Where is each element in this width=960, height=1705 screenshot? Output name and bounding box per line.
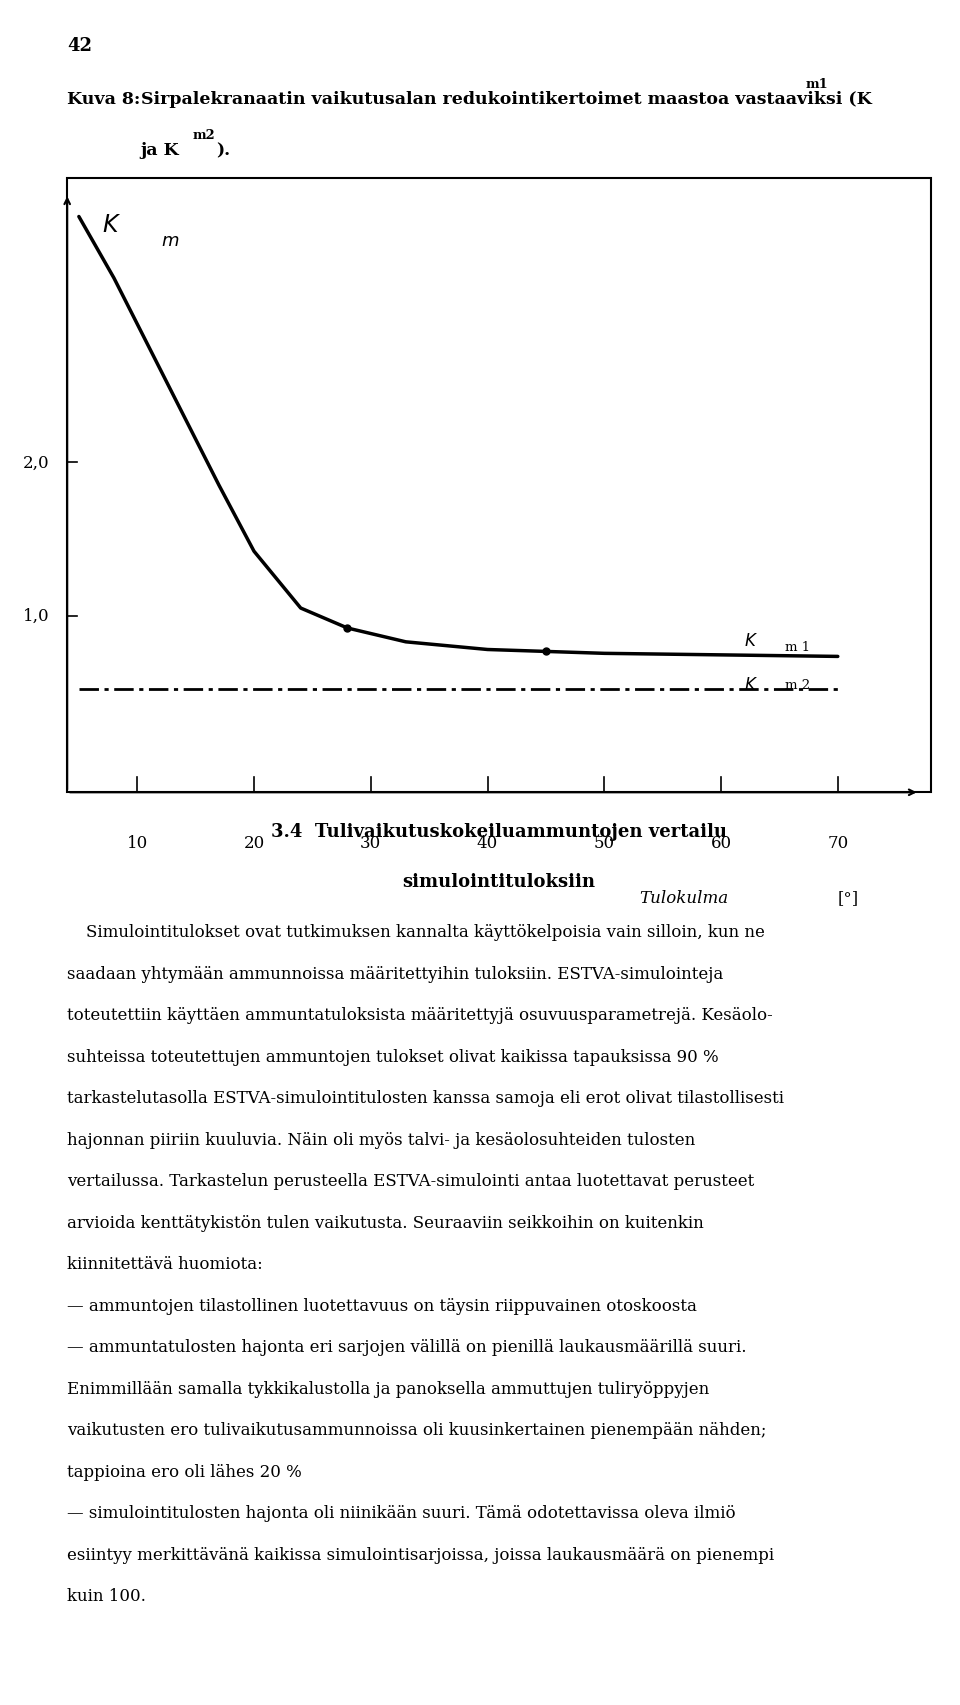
Text: simulointituloksiin: simulointituloksiin [402,871,596,890]
Text: — ammuntatulosten hajonta eri sarjojen välillä on pienillä laukausmäärillä suuri: — ammuntatulosten hajonta eri sarjojen v… [67,1338,747,1355]
Text: suhteissa toteutettujen ammuntojen tulokset olivat kaikissa tapauksissa 90 %: suhteissa toteutettujen ammuntojen tulok… [67,1049,719,1066]
Text: ).: ). [216,143,230,159]
Text: 20: 20 [244,834,265,851]
Text: 50: 50 [593,834,614,851]
Text: 10: 10 [127,834,148,851]
Text: saadaan yhtymään ammunnoissa määritettyihin tuloksiin. ESTVA-simulointeja: saadaan yhtymään ammunnoissa määritettyi… [67,965,724,982]
Text: $K$: $K$ [744,633,758,650]
Text: 40: 40 [477,834,498,851]
Text: hajonnan piiriin kuuluvia. Näin oli myös talvi- ja kesäolosuhteiden tulosten: hajonnan piiriin kuuluvia. Näin oli myös… [67,1130,695,1147]
Text: 42: 42 [67,38,92,55]
Text: tappioina ero oli lähes 20 %: tappioina ero oli lähes 20 % [67,1463,302,1480]
Text: toteutettiin käyttäen ammuntatuloksista määritettyjä osuvuusparametrejä. Kesäolo: toteutettiin käyttäen ammuntatuloksista … [67,1006,773,1023]
Text: 30: 30 [360,834,381,851]
Text: $K$: $K$ [102,213,121,237]
Text: [°]: [°] [838,890,859,907]
Text: kiinnitettävä huomiota:: kiinnitettävä huomiota: [67,1255,263,1272]
Text: esiintyy merkittävänä kaikissa simulointisarjoissa, joissa laukausmäärä on piene: esiintyy merkittävänä kaikissa simuloint… [67,1546,775,1563]
Text: — simulointitulosten hajonta oli niinikään suuri. Tämä odotettavissa oleva ilmiö: — simulointitulosten hajonta oli niinikä… [67,1504,735,1521]
Text: Simulointitulokset ovat tutkimuksen kannalta käyttökelpoisia vain silloin, kun n: Simulointitulokset ovat tutkimuksen kann… [86,924,765,941]
Text: m2: m2 [192,130,215,143]
Text: m 2: m 2 [785,679,810,692]
Text: Sirpalekranaatin vaikutusalan redukointikertoimet maastoa vastaaviksi (K: Sirpalekranaatin vaikutusalan redukointi… [140,90,872,107]
Text: tarkastelutasolla ESTVA-simulointitulosten kanssa samoja eli erot olivat tilasto: tarkastelutasolla ESTVA-simulointitulost… [67,1089,784,1107]
Text: m1: m1 [805,78,828,90]
Text: kuin 100.: kuin 100. [67,1587,146,1604]
Text: 2,0: 2,0 [23,455,50,471]
Text: vertailussa. Tarkastelun perusteella ESTVA-simulointi antaa luotettavat perustee: vertailussa. Tarkastelun perusteella EST… [67,1173,755,1190]
Text: ja K: ja K [140,143,180,159]
Text: Enimmillään samalla tykkikalustolla ja panoksella ammuttujen tuliryöppyjen: Enimmillään samalla tykkikalustolla ja p… [67,1379,709,1396]
Text: $m$: $m$ [160,232,179,249]
Text: 70: 70 [828,834,849,851]
Text: vaikutusten ero tulivaikutusammunnoissa oli kuusinkertainen pienempään nähden;: vaikutusten ero tulivaikutusammunnoissa … [67,1422,767,1439]
Text: — ammuntojen tilastollinen luotettavuus on täysin riippuvainen otoskoosta: — ammuntojen tilastollinen luotettavuus … [67,1298,697,1315]
Text: Tulokulma: Tulokulma [639,890,729,907]
Text: 60: 60 [710,834,732,851]
Text: $K$: $K$ [744,677,758,694]
Text: 3.4  Tulivaikutuskokeiluammuntojen vertailu: 3.4 Tulivaikutuskokeiluammuntojen vertai… [271,822,728,841]
Text: 1,0: 1,0 [23,609,50,624]
Text: Kuva 8:: Kuva 8: [67,90,140,107]
Text: arvioida kenttätykistön tulen vaikutusta. Seuraaviin seikkoihin on kuitenkin: arvioida kenttätykistön tulen vaikutusta… [67,1214,704,1231]
Text: m 1: m 1 [785,641,810,653]
